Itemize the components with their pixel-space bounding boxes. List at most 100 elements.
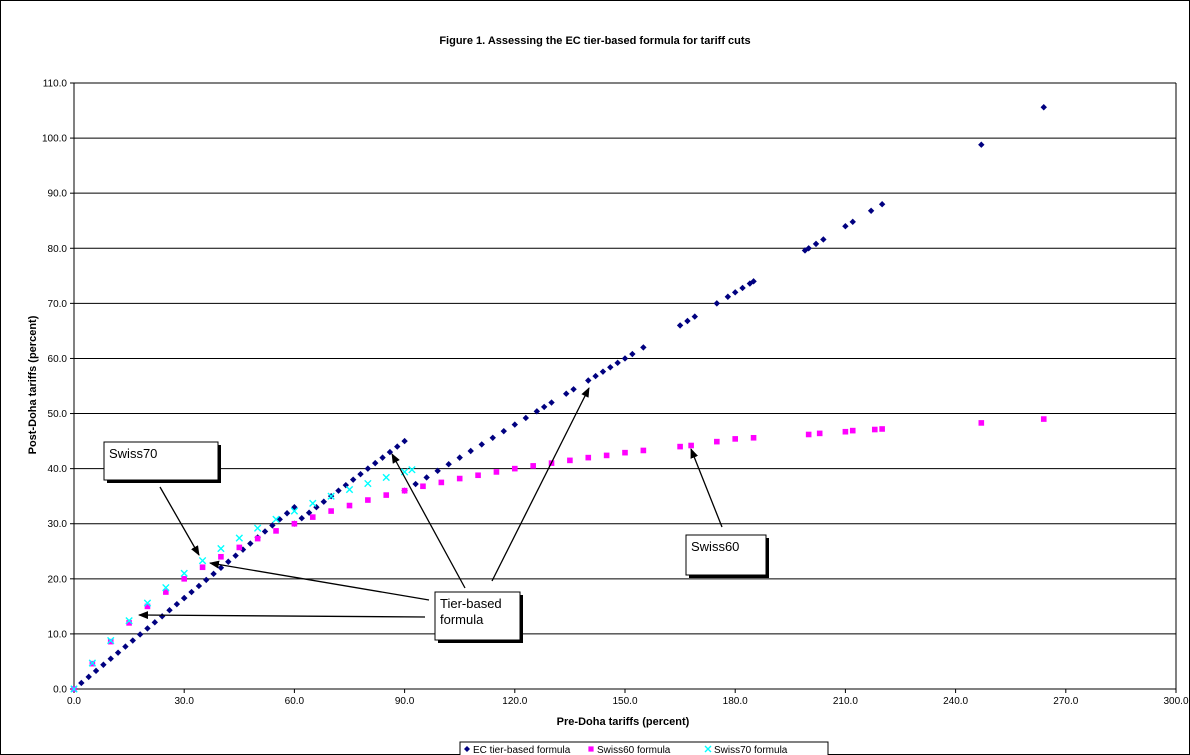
data-point xyxy=(548,399,555,406)
annotation-box xyxy=(434,591,521,641)
data-point xyxy=(92,667,100,675)
x-axis-title: Pre-Doha tariffs (percent) xyxy=(557,716,690,728)
annotation-arrow xyxy=(209,560,430,601)
data-point xyxy=(129,637,136,644)
data-point xyxy=(158,613,166,620)
data-point xyxy=(365,497,371,503)
x-tick-label: 300.0 xyxy=(1163,696,1188,707)
data-point xyxy=(750,278,757,285)
y-tick-label: 110.0 xyxy=(43,79,68,90)
data-point xyxy=(181,594,188,602)
data-point xyxy=(511,421,518,428)
legend-marker xyxy=(464,746,470,752)
annotation-box xyxy=(685,534,767,576)
data-point xyxy=(88,659,97,667)
data-point xyxy=(85,673,92,681)
data-point xyxy=(867,207,875,215)
data-point xyxy=(78,679,85,687)
data-point xyxy=(181,576,187,582)
data-point xyxy=(746,280,754,287)
data-point xyxy=(842,428,849,435)
y-tick-label: 100.0 xyxy=(42,134,67,145)
x-tick-label: 270.0 xyxy=(1053,696,1078,707)
data-point xyxy=(603,452,610,459)
data-point xyxy=(614,359,621,367)
data-point xyxy=(364,479,372,488)
data-point xyxy=(305,509,313,516)
data-point xyxy=(247,540,254,547)
x-tick-labels: 0.0 30.0 60.0 90.0 120.0 150.0 180.0 210.0 240.0… xyxy=(67,696,1189,707)
data-point xyxy=(107,638,114,645)
y-tick-label: 20.0 xyxy=(48,574,68,585)
data-point xyxy=(732,289,739,296)
data-point xyxy=(144,603,151,610)
data-point xyxy=(394,443,401,450)
x-tick-label: 180.0 xyxy=(723,696,748,707)
legend-label: Swiss60 formula xyxy=(597,745,671,755)
data-point xyxy=(842,223,849,230)
data-point xyxy=(349,476,357,483)
annotation-arrow xyxy=(138,611,426,620)
data-point xyxy=(386,448,394,456)
data-point xyxy=(269,522,276,529)
y-tick-label: 0.0 xyxy=(53,685,67,696)
data-point xyxy=(816,430,823,437)
x-tick-label: 90.0 xyxy=(395,696,415,707)
data-point xyxy=(327,492,335,500)
y-tick-label: 60.0 xyxy=(48,354,68,365)
data-point xyxy=(533,408,541,415)
annotation-arrow xyxy=(159,486,200,556)
legend-label: EC tier-based formula xyxy=(473,745,571,755)
data-point xyxy=(640,447,647,454)
data-point xyxy=(218,553,224,560)
data-point xyxy=(878,201,886,208)
data-point xyxy=(273,528,279,534)
data-point xyxy=(188,588,195,596)
data-point xyxy=(309,514,316,520)
data-point xyxy=(592,372,599,380)
legend-label: Swiss70 formula xyxy=(714,745,788,755)
data-point xyxy=(379,454,386,461)
data-point xyxy=(122,643,129,650)
data-point xyxy=(640,344,647,351)
annotation-arrow xyxy=(391,453,466,589)
data-point xyxy=(750,434,757,441)
data-point xyxy=(512,465,518,472)
data-point xyxy=(849,427,856,434)
data-point xyxy=(438,479,445,486)
x-tick-label: 120.0 xyxy=(502,696,527,707)
data-point xyxy=(383,492,390,498)
annotation-text: Tier-based xyxy=(440,596,502,611)
data-point xyxy=(225,558,232,565)
data-point xyxy=(261,528,269,535)
data-point xyxy=(849,218,856,226)
data-point xyxy=(805,245,812,252)
data-point xyxy=(100,661,107,668)
data-point xyxy=(217,564,225,571)
data-point xyxy=(684,317,691,325)
annotation-text: Swiss60 xyxy=(691,539,739,554)
data-point xyxy=(563,390,570,397)
annotation-text: formula xyxy=(440,612,484,627)
y-tick-label: 10.0 xyxy=(48,629,68,640)
data-point xyxy=(978,141,985,148)
data-point xyxy=(203,576,210,584)
data-point xyxy=(217,544,225,553)
data-point xyxy=(714,438,720,445)
data-point xyxy=(136,631,144,638)
y-tick-labels: 0.0 10.0 20.0 30.0 40.0 50.0 60.0 70.0 80.0 90.0 1… xyxy=(42,79,67,696)
data-point xyxy=(180,569,188,578)
data-point xyxy=(253,524,262,532)
data-point xyxy=(232,552,239,559)
data-point xyxy=(423,474,430,481)
data-point xyxy=(107,655,114,662)
y-tick-label: 50.0 xyxy=(48,409,68,420)
data-point xyxy=(70,685,78,693)
data-point xyxy=(1040,104,1047,111)
data-point xyxy=(739,284,746,292)
x-tick-label: 150.0 xyxy=(612,696,637,707)
annotation: Swiss60 xyxy=(685,448,769,578)
data-point xyxy=(401,487,408,494)
legend-marker xyxy=(588,746,594,752)
